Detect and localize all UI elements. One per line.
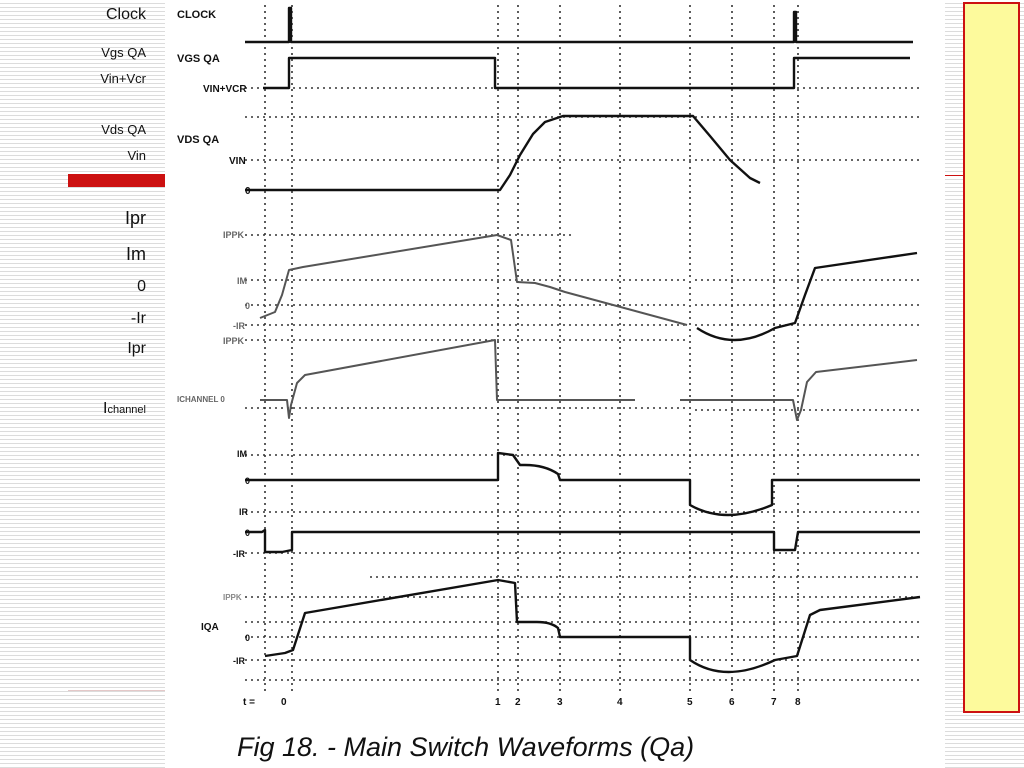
fig-label-ir-2: IR [239, 507, 249, 517]
fig-label-vgs-qa: VGS QA [177, 53, 220, 65]
fig-label-zero-2: 0 [245, 476, 250, 486]
label-ichannel: Ichannel [103, 400, 146, 418]
fig-label-ichannel: ICHANNEL 0 [177, 395, 225, 404]
red-tick-line [945, 175, 963, 176]
fig-label-zero-3: 0 [245, 528, 250, 538]
sidebar-labels: Clock Vgs QA Vin+Vcr Vds QA Vin Ipr Im 0… [0, 0, 150, 768]
label-clock: Clock [105, 6, 146, 23]
primary-current-labels: IPPK IM 0 -IR IPPK ICHANNEL 0 [177, 230, 250, 404]
label-vds-qa: Vds QA [101, 122, 146, 137]
fig-label-zero-4: 0 [245, 633, 250, 643]
vgs-qa-trace [263, 56, 910, 90]
label-vin: Vin [127, 148, 146, 163]
fig-label-zero-v: 0 [245, 186, 251, 197]
voltage-traces [245, 6, 913, 192]
ichannel-trace [260, 339, 635, 419]
time-tick-4: 4 [617, 697, 623, 708]
id-trace [245, 451, 920, 517]
figure-caption: Fig 18. - Main Switch Waveforms (Qa) [237, 732, 694, 762]
label-vin-vcr: Vin+Vcr [100, 71, 146, 86]
clock-trace [245, 6, 913, 44]
vertical-grid [264, 5, 799, 695]
iqa-trace-group [264, 578, 921, 674]
time-tick-0: 0 [281, 697, 287, 708]
fig-label-iqa: IQA [201, 622, 219, 633]
label-ipr-2: Ipr [127, 340, 146, 357]
label-vgs-qa: Vgs QA [101, 45, 146, 60]
current-traces-late [696, 251, 918, 342]
label-ichannel-sub: channel [107, 404, 146, 416]
fig-label-vds-qa: VDS QA [177, 134, 219, 146]
time-tick-1: 1 [495, 697, 501, 708]
ichannel-trace-late [680, 359, 918, 421]
ipr-trace [259, 234, 688, 326]
horizontal-grid [245, 87, 920, 681]
waveform-diagram: CLOCK VGS QA VIN+VCR VDS QA VIN 0 IPPK I… [177, 5, 921, 762]
fig-label-neg-ir-3: -IR [233, 656, 245, 666]
fig-label-ippk: IPPK [223, 230, 245, 240]
time-axis-prefix: t = [243, 697, 255, 708]
accent-red-bar [68, 174, 166, 187]
current-traces-primary [259, 234, 918, 421]
iqa-trace [264, 578, 921, 674]
fig-label-neg-ir-2: -IR [233, 549, 245, 559]
time-tick-3: 3 [557, 697, 563, 708]
label-im: Im [126, 244, 146, 264]
id-trace-2 [245, 528, 920, 554]
divider-line [68, 690, 166, 691]
yellow-side-panel [963, 2, 1020, 713]
time-tick-5: 5 [687, 697, 693, 708]
label-neg-ir: -Ir [130, 310, 146, 327]
time-tick-8: 8 [795, 697, 801, 708]
fig-label-clock: CLOCK [177, 9, 216, 21]
label-zero: 0 [137, 278, 146, 295]
diode-current-traces [245, 451, 920, 554]
fig-label-im-2: IM [237, 449, 247, 459]
figure-labels: CLOCK VGS QA VIN+VCR VDS QA VIN 0 IPPK I… [177, 9, 801, 708]
label-ichannel-main: I [103, 400, 108, 417]
vds-qa-trace [245, 114, 761, 192]
fig-label-ippk-2: IPPK [223, 336, 245, 346]
waveform-figure: CLOCK VGS QA VIN+VCR VDS QA VIN 0 IPPK I… [165, 0, 945, 768]
fig-label-neg-ir: -IR [233, 321, 245, 331]
fig-label-vin: VIN [229, 156, 246, 167]
label-ipr: Ipr [124, 208, 146, 228]
time-tick-6: 6 [729, 697, 735, 708]
time-tick-2: 2 [515, 697, 521, 708]
time-tick-7: 7 [771, 697, 777, 708]
time-axis: t = 0 1 2 3 4 5 6 7 8 [243, 697, 801, 708]
fig-label-ippk-3: IPPK [223, 593, 242, 602]
ipr-trace-dip [696, 251, 918, 342]
fig-label-zero-i: 0 [245, 301, 250, 311]
fig-label-im: IM [237, 276, 247, 286]
fig-label-vin-vcr: VIN+VCR [203, 84, 247, 95]
